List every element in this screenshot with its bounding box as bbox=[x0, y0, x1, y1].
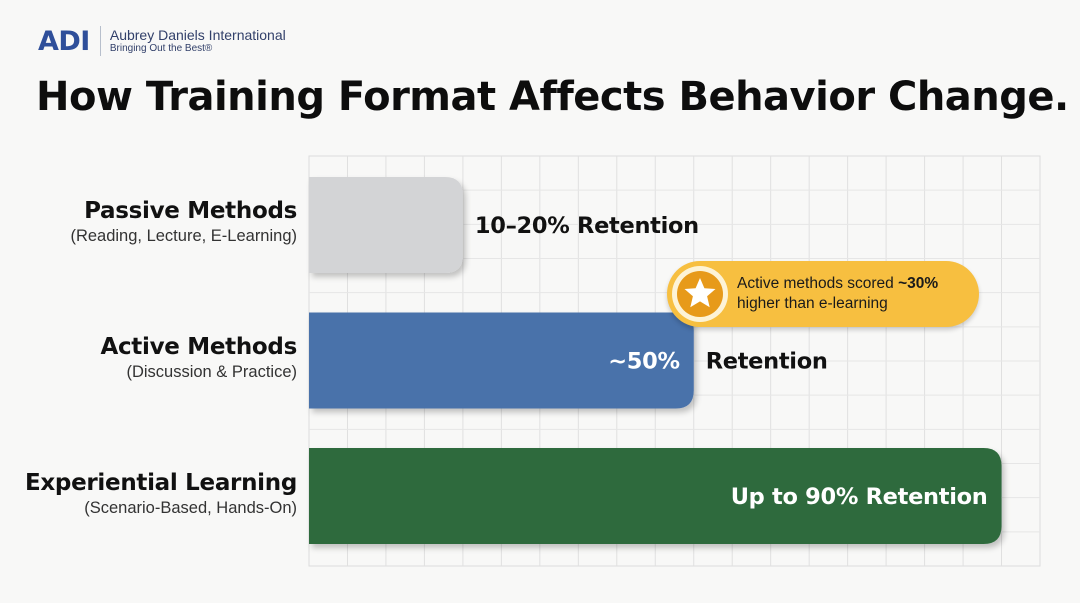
company-name: Aubrey Daniels International bbox=[109, 27, 286, 43]
callout-suffix: higher than e-learning bbox=[737, 295, 888, 312]
data-label-outside: 10–20% Retention bbox=[475, 213, 699, 239]
bar-experiential bbox=[309, 448, 1002, 544]
category-name: Passive Methods bbox=[84, 198, 297, 224]
category-label-passive: Passive Methods (Reading, Lecture, E-Lea… bbox=[70, 197, 297, 247]
company-block: Aubrey Daniels International Bringing Ou… bbox=[110, 27, 286, 55]
logo-divider bbox=[99, 26, 101, 56]
star-badge bbox=[672, 266, 728, 322]
category-detail: (Reading, Lecture, E-Learning) bbox=[70, 227, 297, 245]
callout-badge: Active methods scored ~30% higher than e… bbox=[667, 261, 979, 327]
category-label-active: Active Methods (Discussion & Practice) bbox=[100, 333, 297, 383]
data-label-inside: ~50% bbox=[608, 349, 680, 375]
star-icon bbox=[684, 278, 716, 308]
category-detail: (Scenario-Based, Hands-On) bbox=[84, 499, 297, 517]
tagline: Bringing Out the Best® bbox=[109, 43, 213, 54]
callout-text: Active methods scored ~30% higher than e… bbox=[737, 274, 973, 314]
bar-passive bbox=[309, 177, 463, 273]
category-name: Active Methods bbox=[100, 334, 297, 360]
category-name: Experiential Learning bbox=[24, 470, 297, 496]
bars bbox=[309, 177, 1002, 544]
category-label-experiential: Experiential Learning (Scenario-Based, H… bbox=[25, 469, 297, 519]
callout-highlight: ~30% bbox=[898, 275, 939, 292]
bar-active bbox=[309, 312, 694, 409]
chart-title: How Training Format Affects Behavior Cha… bbox=[36, 74, 1069, 120]
category-detail: (Discussion & Practice) bbox=[126, 363, 297, 381]
data-labels: 10–20% Retention ~50% Retention Up to 90% R… bbox=[475, 213, 988, 510]
callout-prefix: Active methods scored bbox=[737, 275, 899, 292]
logo: ADI bbox=[38, 25, 90, 57]
data-label-inside: Up to 90% Retention bbox=[731, 484, 988, 510]
data-label-outside: Retention bbox=[706, 349, 828, 375]
header: ADI Aubrey Daniels International Bringin… bbox=[38, 24, 286, 58]
